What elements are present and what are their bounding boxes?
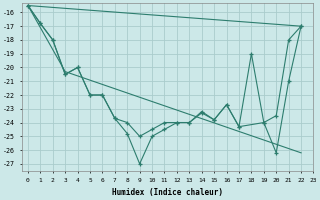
- X-axis label: Humidex (Indice chaleur): Humidex (Indice chaleur): [112, 188, 223, 197]
